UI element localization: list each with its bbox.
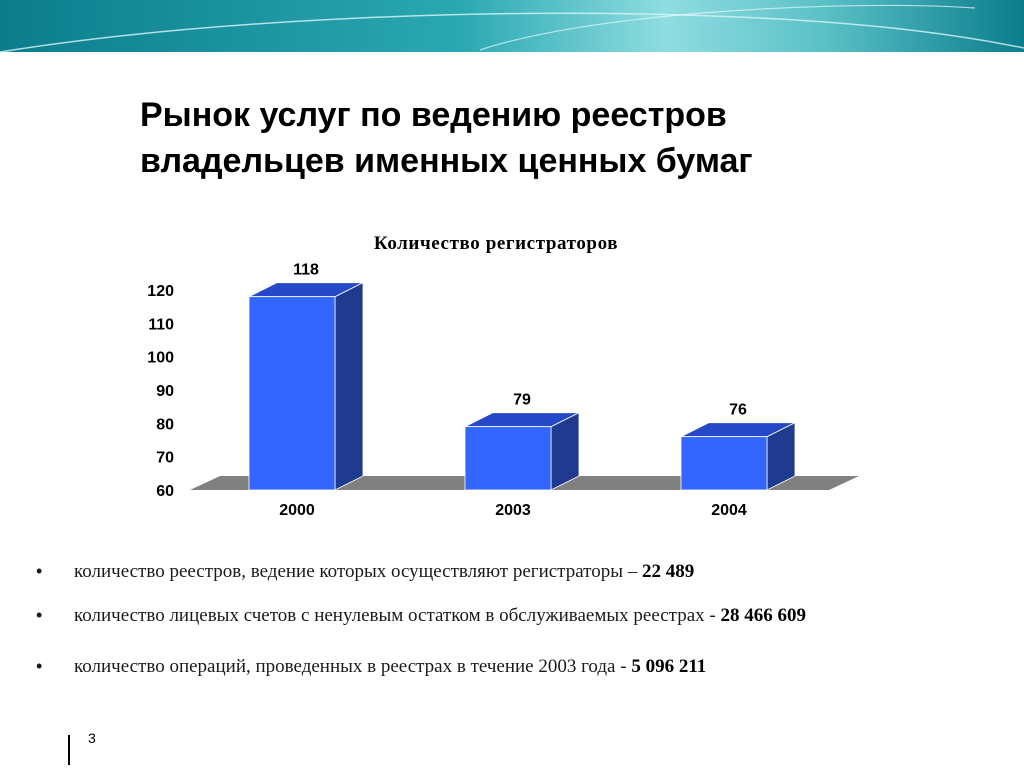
chart-title: Количество регистраторов	[374, 233, 618, 254]
y-tick-label: 100	[147, 350, 174, 367]
header-banner	[0, 0, 1024, 62]
bullet-value: 28 466 609	[720, 605, 806, 626]
bar-side	[334, 282, 364, 491]
bullet-symbol: •	[36, 656, 43, 676]
data-label: 76	[729, 402, 747, 419]
bar	[464, 426, 552, 491]
data-label: 118	[293, 262, 319, 279]
y-tick-label: 60	[156, 483, 174, 500]
bar	[248, 296, 336, 491]
bullet-text: количество лицевых счетов с ненулевым ос…	[74, 605, 721, 626]
y-tick-label: 70	[156, 450, 174, 467]
bullet-value: 22 489	[641, 561, 695, 582]
bullet-symbol: •	[36, 605, 43, 625]
bullet-text: количество операций, проведенных в реест…	[74, 656, 632, 677]
registrars-bar-chart: Количество регистраторов 60 70 80 90 100 110 1…	[147, 233, 859, 519]
bullet-text: количество реестров, ведение которых осу…	[74, 561, 642, 582]
y-tick-label: 90	[156, 383, 174, 400]
slide-title-line-1: Рынок услуг по ведению реестров	[140, 96, 727, 134]
data-label: 79	[513, 392, 531, 409]
x-tick-label: 2003	[495, 502, 531, 519]
bullet-value: 5 096 211	[631, 656, 707, 677]
bullet-symbol: •	[36, 561, 43, 581]
slide-title: Рынок услуг по ведению реестров владельц…	[140, 92, 960, 184]
x-tick-label: 2004	[711, 502, 747, 519]
slide-title-line-2: владельцев именных ценных бумаг	[140, 142, 753, 180]
y-tick-label: 110	[148, 316, 174, 333]
x-tick-label: 2000	[279, 502, 315, 519]
page-number: 3	[88, 730, 96, 746]
footer-divider	[68, 735, 70, 765]
y-tick-label: 80	[156, 416, 174, 433]
y-tick-label: 120	[147, 283, 174, 300]
bar	[680, 436, 768, 491]
